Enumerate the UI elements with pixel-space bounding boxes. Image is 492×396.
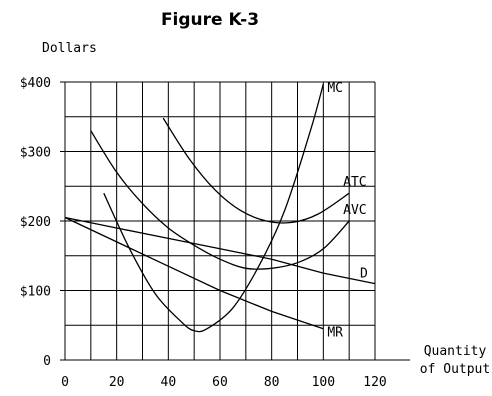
y-tick-label: $200 <box>20 215 51 230</box>
avc-label: AVC <box>343 203 366 218</box>
atc-curve <box>162 117 350 224</box>
grid <box>65 81 376 360</box>
x-tick-label: 80 <box>264 375 280 390</box>
x-tick-label: 40 <box>161 375 177 390</box>
mc-curve <box>103 83 324 333</box>
tick-labels: 0 20 40 60 80 100 120 0 $100 $200 $300 $400 <box>20 76 387 390</box>
y-tick-label: 0 <box>43 354 51 369</box>
y-axis-label: Dollars <box>42 41 97 56</box>
y-tick-label: $100 <box>20 285 51 300</box>
x-axis-label-line-1: Quantity <box>424 344 487 359</box>
mr-curve <box>64 216 324 330</box>
avc-curve <box>90 130 350 270</box>
axes <box>60 81 410 361</box>
curves <box>64 83 376 333</box>
x-axis-label-line-2: of Output <box>420 362 490 377</box>
d-curve <box>64 216 376 285</box>
mr-label: MR <box>327 326 343 341</box>
mc-label: MC <box>327 81 343 96</box>
d-label: D <box>360 267 368 282</box>
atc-label: ATC <box>343 175 366 190</box>
x-tick-label: 20 <box>109 375 125 390</box>
x-tick-label: 0 <box>61 375 69 390</box>
chart-title: Figure K-3 <box>161 10 259 30</box>
y-tick-label: $400 <box>20 76 51 91</box>
x-tick-label: 120 <box>363 375 386 390</box>
x-tick-label: 100 <box>312 375 335 390</box>
y-tick-label: $300 <box>20 146 51 161</box>
curve-labels: MC ATC AVC D MR <box>327 81 368 341</box>
x-tick-label: 60 <box>212 375 228 390</box>
